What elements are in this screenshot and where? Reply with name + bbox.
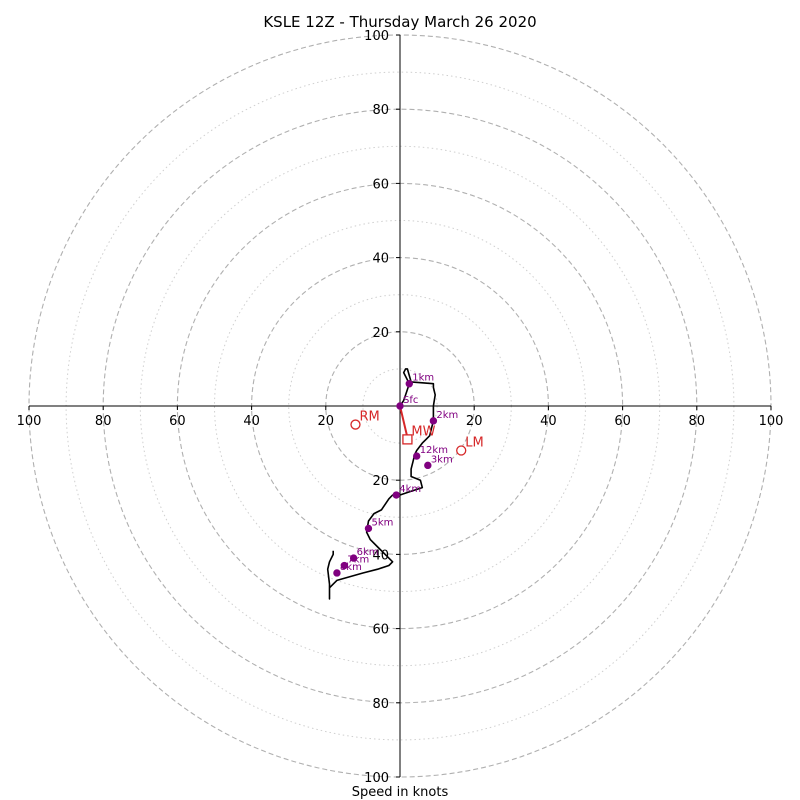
- storm-motion-rm-marker: [350, 419, 361, 430]
- storm-motion-vector: [399, 405, 409, 438]
- hodograph-line: [326, 368, 437, 600]
- y-tick-label: 100: [364, 771, 389, 786]
- x-tick-label: 40: [540, 414, 557, 429]
- y-tick-label: 20: [372, 326, 389, 341]
- storm-motion-rm-label: RM: [359, 410, 379, 425]
- height-marker-label: 7km: [347, 555, 369, 566]
- height-marker-dot: [392, 491, 400, 499]
- height-marker-dot: [349, 554, 358, 562]
- height-marker-dot: [340, 561, 349, 570]
- height-marker-label: 1km: [412, 373, 434, 384]
- x-tick-label: 100: [759, 414, 784, 429]
- x-axis-label: Speed in knots: [352, 785, 449, 800]
- x-tick-label: 60: [169, 414, 186, 429]
- height-marker-label: 8km: [340, 562, 362, 573]
- chart-title: KSLE 12Z - Thursday March 26 2020: [263, 13, 536, 31]
- height-marker-label: Sfc: [403, 395, 418, 406]
- y-tick-label: 60: [372, 623, 389, 638]
- x-tick-label: 20: [466, 414, 483, 429]
- y-tick-label: 40: [372, 548, 389, 563]
- height-marker-dot: [364, 524, 373, 533]
- tick-labels: 100 80 60 40 20 20 40 60 80 100 100 80 60 40 20 20 40 60 8…: [17, 29, 784, 786]
- y-tick-label: 80: [372, 103, 389, 118]
- height-marker-label: 3km: [431, 454, 453, 465]
- y-tick-label: 40: [372, 252, 389, 267]
- storm-motion-lm-marker: [456, 445, 467, 456]
- x-tick-label: 20: [318, 414, 335, 429]
- height-marker-dot: [412, 452, 421, 460]
- x-tick-label: 40: [243, 414, 260, 429]
- storm-motions: RM MW LM: [350, 405, 484, 456]
- height-marker-label: 4km: [399, 484, 421, 495]
- height-marker-dot: [405, 380, 413, 388]
- height-marker-dot: [333, 569, 341, 577]
- hodograph-trace: [326, 368, 437, 600]
- y-tick-label: 60: [372, 177, 389, 192]
- x-tick-label: 100: [17, 414, 42, 429]
- height-marker-label: 12km: [420, 445, 448, 456]
- height-marker-dot: [424, 461, 432, 470]
- height-marker-dot: [396, 402, 404, 410]
- height-marker-dot: [429, 417, 438, 425]
- x-tick-label: 80: [95, 414, 112, 429]
- y-tick-label: 100: [364, 29, 389, 44]
- storm-motion-mw-marker: [402, 434, 413, 445]
- height-marker-label: 6km: [357, 547, 379, 558]
- x-tick-label: 80: [689, 414, 706, 429]
- height-marker-label: 5km: [371, 517, 393, 528]
- y-tick-label: 80: [372, 697, 389, 712]
- height-marker-label: 2km: [436, 410, 458, 421]
- x-tick-label: 60: [614, 414, 631, 429]
- storm-motion-lm-label: LM: [465, 436, 483, 451]
- y-tick-label: 20: [372, 474, 389, 489]
- storm-motion-mw-label: MW: [411, 424, 435, 439]
